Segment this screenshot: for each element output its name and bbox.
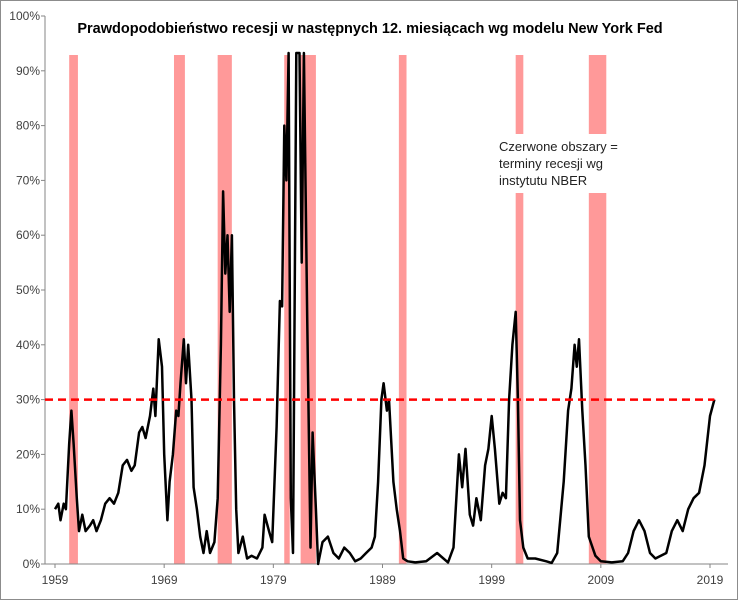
x-tick-label: 2009 — [587, 573, 614, 587]
recession-band — [69, 55, 78, 564]
y-tick-label: 50% — [16, 283, 40, 297]
y-tick-label: 40% — [16, 338, 40, 352]
y-tick-label: 60% — [16, 228, 40, 242]
chart-title: Prawdopodobieństwo recesji w następnych … — [77, 21, 663, 37]
annotation-text: Czerwone obszary = terminy recesji wg in… — [497, 134, 631, 193]
y-tick-label: 10% — [16, 502, 40, 516]
recession-band — [515, 55, 524, 564]
x-tick-label: 1989 — [369, 573, 396, 587]
x-tick-label: 1959 — [42, 573, 69, 587]
recession-band — [588, 55, 607, 564]
y-tick-label: 90% — [16, 64, 40, 78]
y-tick-label: 20% — [16, 447, 40, 461]
x-tick-label: 2019 — [697, 573, 724, 587]
probability-line — [53, 51, 716, 566]
y-tick-label: 70% — [16, 173, 40, 187]
x-tick-label: 1969 — [151, 573, 178, 587]
recession-band — [217, 55, 232, 564]
recession-band — [173, 55, 185, 564]
recession-band — [398, 55, 407, 564]
x-tick-label: 1979 — [260, 573, 287, 587]
y-tick-label: 0% — [23, 557, 41, 571]
y-tick-label: 80% — [16, 119, 40, 133]
x-tick-label: 1999 — [478, 573, 505, 587]
recession-band — [284, 55, 290, 564]
y-tick-label: 100% — [9, 9, 40, 23]
y-tick-label: 30% — [16, 393, 40, 407]
